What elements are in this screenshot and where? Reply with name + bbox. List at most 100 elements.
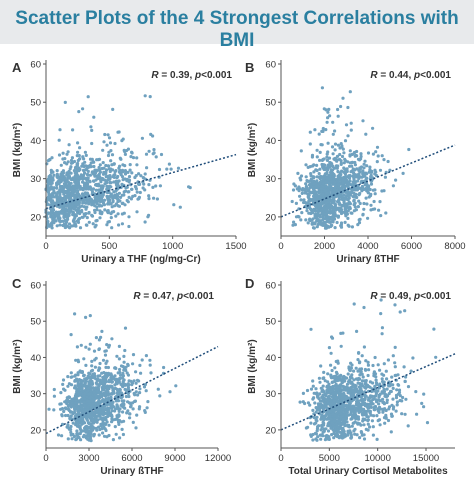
- data-point: [112, 190, 116, 194]
- data-point: [75, 429, 79, 433]
- data-point: [361, 375, 365, 379]
- data-point: [372, 414, 376, 418]
- data-point: [308, 218, 312, 222]
- panel-d-y-label: BMI (kg/m²): [247, 339, 258, 393]
- data-point: [352, 369, 356, 373]
- panel-a-letter: A: [12, 60, 22, 75]
- data-point: [63, 100, 67, 104]
- data-point: [356, 205, 360, 209]
- data-point: [95, 379, 99, 383]
- data-point: [330, 395, 334, 399]
- data-point: [378, 200, 382, 204]
- data-point: [297, 189, 301, 193]
- data-point: [77, 432, 81, 436]
- data-point: [308, 190, 312, 194]
- data-point: [364, 394, 368, 398]
- data-point: [325, 220, 329, 224]
- data-point: [291, 223, 295, 227]
- data-point: [119, 403, 123, 407]
- data-point: [366, 360, 370, 364]
- data-point: [71, 411, 75, 416]
- data-point: [306, 425, 310, 429]
- data-point: [395, 388, 399, 392]
- data-point: [344, 175, 348, 179]
- data-point: [120, 420, 124, 424]
- data-point: [346, 184, 350, 188]
- data-point: [361, 400, 365, 404]
- data-point: [349, 170, 353, 174]
- data-point: [346, 105, 350, 110]
- data-point: [320, 143, 324, 147]
- data-point: [330, 210, 334, 214]
- data-point: [371, 433, 375, 437]
- data-point: [108, 141, 113, 145]
- data-point: [147, 149, 151, 153]
- data-point: [309, 433, 313, 437]
- data-point: [310, 180, 314, 184]
- data-point: [320, 86, 324, 90]
- data-point: [130, 151, 134, 155]
- data-point: [398, 310, 402, 314]
- data-point: [52, 387, 56, 392]
- data-point: [347, 176, 352, 180]
- data-point: [84, 379, 88, 383]
- data-point: [86, 389, 90, 393]
- data-point: [104, 422, 108, 426]
- data-point: [130, 187, 134, 191]
- data-point: [137, 195, 141, 199]
- data-point: [116, 204, 120, 208]
- data-point: [120, 382, 124, 386]
- data-point: [349, 366, 353, 370]
- data-point: [394, 396, 399, 400]
- data-point: [357, 199, 361, 203]
- data-point: [332, 387, 336, 391]
- data-point: [88, 375, 92, 380]
- data-point: [353, 160, 357, 165]
- data-point: [69, 424, 73, 429]
- data-point: [86, 399, 90, 403]
- data-point: [107, 164, 111, 168]
- data-point: [335, 158, 339, 162]
- data-point: [362, 207, 366, 211]
- data-point: [83, 397, 87, 401]
- data-point: [333, 366, 337, 370]
- data-point: [345, 423, 349, 427]
- data-point: [71, 210, 75, 214]
- data-point: [326, 150, 330, 154]
- data-point: [382, 158, 386, 162]
- data-point: [312, 226, 316, 230]
- data-point: [383, 421, 387, 425]
- data-point: [101, 388, 105, 392]
- data-point: [383, 175, 387, 179]
- data-point: [327, 437, 331, 441]
- data-point: [110, 417, 114, 421]
- data-point: [99, 424, 103, 428]
- data-point: [373, 207, 377, 211]
- data-point: [293, 223, 297, 227]
- panel-c-y-tick-label: 30: [30, 389, 41, 400]
- data-point: [85, 176, 89, 180]
- data-point: [326, 429, 331, 433]
- data-point: [331, 168, 335, 172]
- data-point: [97, 204, 102, 208]
- data-point: [154, 155, 158, 159]
- data-point: [67, 222, 72, 226]
- data-point: [311, 190, 315, 194]
- data-point: [377, 398, 381, 402]
- data-point: [354, 173, 358, 177]
- data-point: [77, 110, 81, 114]
- data-point: [335, 430, 339, 434]
- data-point: [394, 178, 398, 182]
- data-point: [90, 399, 94, 403]
- data-point: [301, 391, 305, 395]
- data-point: [70, 203, 75, 208]
- data-point: [77, 409, 81, 413]
- data-point: [376, 154, 380, 158]
- data-point: [339, 161, 343, 165]
- data-point: [393, 345, 397, 349]
- data-point: [155, 197, 159, 201]
- data-point: [103, 208, 107, 212]
- data-point: [120, 399, 124, 403]
- data-point: [329, 177, 333, 181]
- data-point: [368, 165, 372, 169]
